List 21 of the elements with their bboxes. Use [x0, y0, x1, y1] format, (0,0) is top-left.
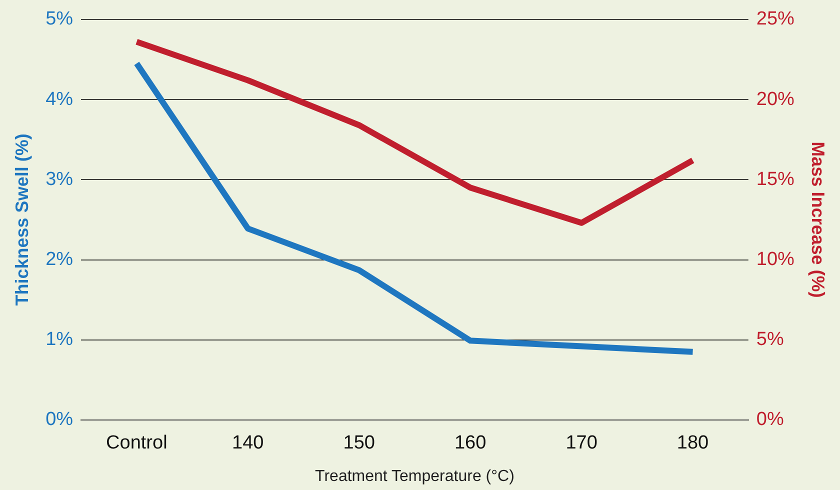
- y2-tick-label: 5%: [756, 329, 784, 350]
- x-tick-label: 140: [232, 432, 264, 454]
- y2-tick-label: 20%: [756, 88, 795, 110]
- y2-tick-label: 0%: [756, 409, 784, 430]
- y-tick-label: 2%: [46, 248, 74, 270]
- x-tick-label: Control: [106, 432, 168, 454]
- y-tick-label: 4%: [46, 88, 74, 110]
- y2-axis-title: Mass Increase (%): [808, 142, 828, 298]
- x-axis-title: Treatment Temperature (°C): [315, 468, 514, 485]
- y-tick-label: 5%: [46, 8, 74, 30]
- y-tick-label: 0%: [46, 409, 74, 430]
- y2-tick-label: 25%: [756, 8, 795, 30]
- x-tick-label: 180: [676, 432, 709, 454]
- y2-tick-label: 10%: [756, 248, 795, 270]
- x-tick-label: 160: [454, 432, 486, 454]
- x-tick-label: 170: [566, 432, 598, 454]
- y-axis-title: Thickness Swell (%): [12, 134, 32, 306]
- x-tick-label: 150: [343, 432, 375, 454]
- y-tick-label: 1%: [46, 329, 74, 350]
- y2-tick-label: 15%: [756, 168, 795, 190]
- y-tick-label: 3%: [46, 168, 74, 190]
